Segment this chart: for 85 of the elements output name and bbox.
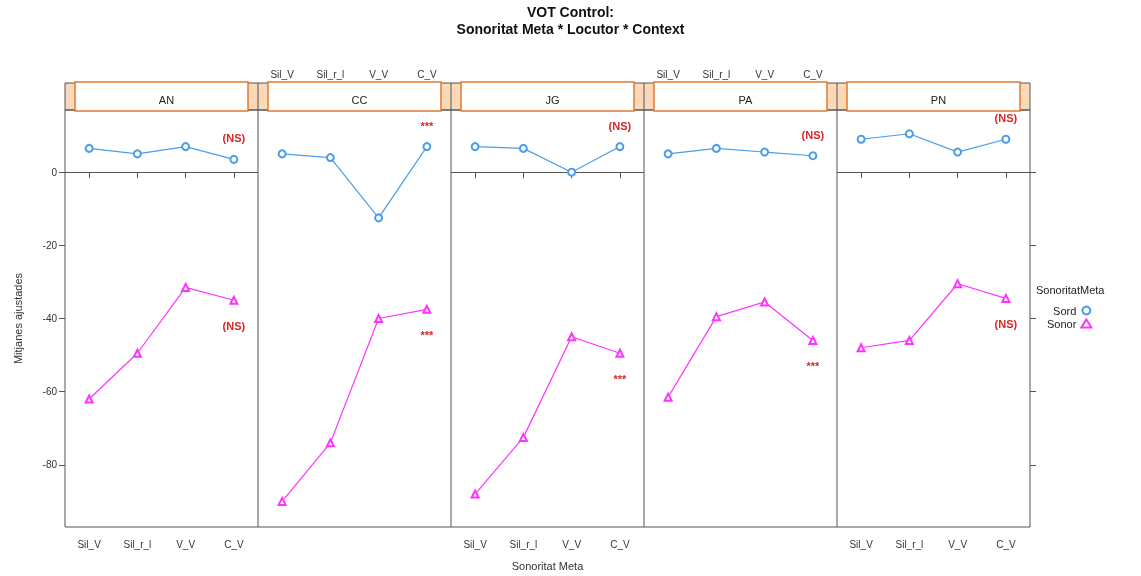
point — [132, 348, 142, 358]
point — [953, 279, 963, 289]
annotation: (NS) — [608, 119, 632, 132]
annotation: (NS) — [994, 112, 1018, 125]
chart-subtitle: AN — [158, 93, 175, 106]
legend-title: SonoritatMeta — [1036, 283, 1106, 296]
annotation: *** — [613, 373, 628, 386]
x-tick-label: Sil_V — [849, 538, 874, 550]
x-tick-label: C_V — [803, 68, 823, 80]
annotation: (NS) — [994, 318, 1018, 331]
point — [229, 295, 239, 305]
x-tick-label: Sil_r_l — [509, 538, 538, 550]
point — [808, 151, 818, 161]
point — [470, 142, 480, 152]
x-tick-label: Sil_V — [463, 538, 488, 550]
chart-subtitle: CC — [351, 93, 368, 106]
y-axis-title: Mitjanes ajustades — [11, 272, 24, 365]
x-tick-label: C_V — [996, 538, 1016, 550]
point — [856, 343, 866, 353]
point — [422, 304, 432, 314]
annotation: *** — [420, 119, 435, 132]
point — [84, 143, 94, 153]
point — [808, 335, 818, 345]
annotation: (NS) — [222, 132, 246, 145]
x-tick-label: V_V — [369, 68, 389, 80]
x-tick-label: Sil_V — [656, 68, 681, 80]
point — [663, 149, 673, 159]
y-tick-label: 0 — [51, 166, 58, 178]
point — [181, 142, 191, 152]
chart-title: VOT Control: Sonoritat Meta * Locutor * Context — [455, 4, 686, 38]
point — [904, 129, 914, 139]
point — [518, 143, 528, 153]
point — [132, 149, 142, 159]
point — [277, 496, 287, 506]
point — [615, 142, 625, 152]
x-tick-label: Sil_r_l — [895, 538, 924, 550]
x-tick-label: Sil_r_l — [123, 538, 152, 550]
point — [663, 392, 673, 402]
annotation: (NS) — [222, 320, 246, 333]
y-tick-label: -40 — [42, 313, 58, 324]
x-tick-label: Sil_r_l — [316, 68, 345, 80]
x-tick-label: Sil_r_l — [702, 68, 731, 80]
point — [325, 153, 335, 163]
point — [470, 489, 480, 499]
chart-subtitle: PN — [930, 93, 947, 106]
point — [711, 143, 721, 153]
point — [1001, 293, 1011, 303]
x-tick-label: V_V — [562, 538, 582, 550]
point — [760, 297, 770, 307]
y-tick-label: -20 — [42, 239, 58, 251]
x-tick-label: C_V — [417, 68, 437, 80]
point — [760, 147, 770, 157]
annotation: (NS) — [801, 128, 825, 141]
point — [229, 154, 239, 164]
annotation: *** — [420, 329, 435, 342]
x-tick-label: Sil_V — [77, 538, 102, 550]
legend-label: Sonor — [1046, 317, 1077, 330]
point — [84, 394, 94, 404]
point — [518, 432, 528, 442]
point — [374, 213, 384, 223]
point — [615, 348, 625, 358]
legend-label: Sord — [1053, 304, 1077, 317]
x-tick-label: C_V — [610, 538, 630, 550]
y-tick-label: -80 — [42, 459, 58, 471]
point — [422, 142, 432, 152]
point — [953, 147, 963, 157]
point — [181, 282, 191, 292]
point — [711, 312, 721, 322]
x-axis-title: Sonoritat Meta — [511, 559, 585, 572]
y-tick-label: -60 — [42, 386, 58, 398]
annotation: *** — [806, 360, 821, 373]
x-tick-label: V_V — [948, 538, 968, 550]
point — [904, 335, 914, 345]
point — [567, 332, 577, 342]
point — [567, 167, 577, 177]
point — [325, 438, 335, 448]
point — [277, 149, 287, 159]
chart-subtitle: PA — [738, 93, 754, 106]
x-tick-label: V_V — [176, 538, 196, 550]
x-tick-label: Sil_V — [270, 68, 295, 80]
chart-subtitle: JG — [545, 93, 560, 106]
point — [856, 134, 866, 144]
x-tick-label: V_V — [755, 68, 775, 80]
x-tick-label: C_V — [224, 538, 244, 550]
point — [1001, 134, 1011, 144]
